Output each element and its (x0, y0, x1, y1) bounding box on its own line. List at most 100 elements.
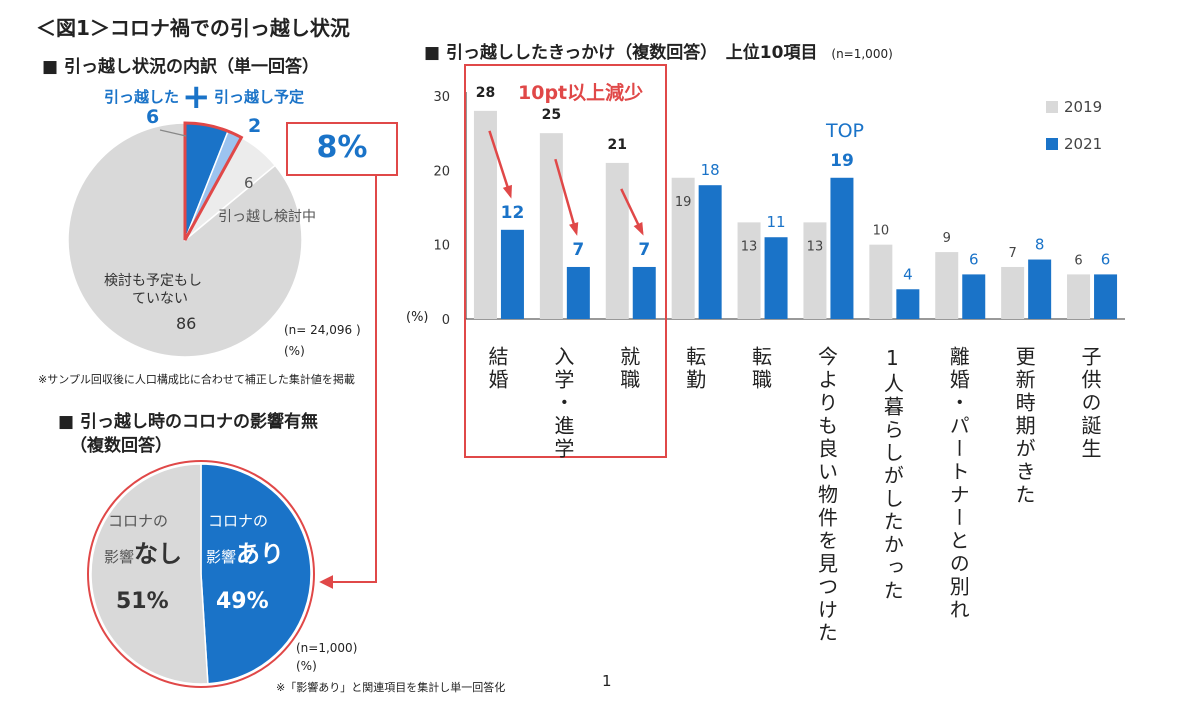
nashi-emphasis: なし (134, 540, 183, 568)
decline-box (464, 64, 667, 458)
bar-2019-8 (1001, 266, 1025, 319)
left-top-heading: ■ 引っ越し状況の内訳（単一回答） (42, 57, 319, 77)
category-label-8: 更新時期がきた (1012, 346, 1037, 507)
decline-note: 10pt以上減少 (518, 82, 644, 104)
value-label-2021-3: 18 (701, 161, 720, 179)
bar-2021-4 (764, 237, 788, 319)
bar-2021-6 (896, 289, 920, 319)
value-label-2021-1: 7 (572, 240, 584, 260)
decline-arrowhead-1 (569, 222, 579, 236)
value-label-2019-1: 25 (542, 107, 561, 123)
bar-2021-9 (1094, 274, 1118, 319)
bar-2021-8 (1028, 259, 1052, 319)
value-label-2019-8: 7 (1009, 246, 1017, 261)
top-label: TOP (826, 120, 865, 142)
value-label-2019-3: 19 (675, 195, 692, 210)
ari-percent: 49% (216, 589, 269, 614)
value-label-2021-2: 7 (638, 240, 650, 260)
category-label-7: 離婚・パートナーとの別れ (946, 346, 971, 622)
legend-label-2019: 2019 (1064, 98, 1103, 116)
none-value: 86 (176, 314, 197, 333)
y-axis-unit: (%) (406, 310, 429, 325)
bar-2019-6 (869, 244, 893, 319)
value-label-2021-5: 19 (830, 151, 854, 171)
value-label-2019-5: 13 (807, 239, 824, 254)
ari-eikyo-text: 影響 (206, 548, 237, 566)
bar-2019-9 (1067, 274, 1091, 319)
value-label-2019-9: 6 (1074, 253, 1082, 268)
bar-2019-7 (935, 252, 959, 319)
y-tick-label-10: 10 (433, 239, 450, 254)
none-label-line2: ていない (132, 291, 188, 307)
ari-label: コロナの 影響あり (206, 512, 284, 569)
value-label-2021-7: 6 (969, 250, 979, 268)
left-bottom-heading-line1: ■ 引っ越し時のコロナの影響有無 (58, 412, 318, 432)
category-label-4: 転職 (748, 346, 773, 392)
value-label-2019-7: 9 (943, 231, 951, 246)
y-tick-label-30: 30 (433, 90, 450, 105)
considering-value: 6 (244, 174, 254, 192)
y-tick-label-20: 20 (433, 164, 450, 179)
nashi-corona-text: コロナの (108, 512, 169, 530)
bar-2021-1 (566, 266, 590, 319)
bar-2019-5 (803, 222, 827, 319)
bar-2021-2 (632, 266, 656, 319)
legend-item-2019: 2019 (1046, 96, 1102, 118)
planned-label: 引っ越し予定 (214, 88, 305, 106)
moved-value: 6 (146, 106, 160, 128)
bar-2019-2 (605, 162, 629, 319)
page-number: 1 (602, 672, 612, 690)
none-label-line1: 検討も予定もし (104, 273, 202, 289)
legend-label-2021: 2021 (1064, 135, 1103, 153)
nashi-label: コロナの 影響なし (104, 512, 182, 569)
ari-emphasis: あり (236, 540, 285, 568)
legend: 2019 2021 (1046, 96, 1102, 155)
pie2-slice-impact-yes (200, 463, 312, 685)
decline-arrow-1 (554, 158, 578, 234)
pie1-highlight-outline (183, 121, 244, 241)
right-sample-note: (n=1,000) (831, 47, 893, 61)
value-label-2021-6: 4 (903, 265, 913, 283)
pie1-leader-line (159, 129, 187, 137)
value-label-2019-2: 21 (608, 137, 627, 153)
bar-2019-4 (737, 222, 761, 319)
bar-2019-0 (473, 110, 497, 319)
value-label-2021-8: 8 (1035, 236, 1045, 254)
left-bottom-heading-line2: （複数回答） (70, 436, 172, 456)
value-label-2021-0: 12 (501, 203, 525, 223)
category-label-5: 今よりも良い物件を見つけた (814, 346, 839, 645)
y-tick-label-0: 0 (442, 313, 450, 328)
left-top-sample-note: (n= 24,096 ) (284, 323, 361, 337)
legend-swatch-2021 (1046, 138, 1058, 150)
figure-title: ＜図1＞コロナ禍での引っ越し状況 (36, 16, 350, 40)
category-label-6: 1人暮らしがしたかった (880, 346, 905, 603)
left-bottom-unit: (%) (296, 659, 317, 673)
planned-value: 2 (248, 115, 262, 137)
decline-arrowhead-2 (633, 221, 644, 236)
decline-arrow-0 (488, 130, 512, 197)
category-label-3: 転勤 (682, 346, 707, 392)
highlight-box (286, 122, 398, 176)
legend-swatch-2019 (1046, 101, 1058, 113)
decline-arrowhead-0 (502, 184, 512, 199)
bar-2021-0 (500, 229, 524, 319)
bar-2021-3 (698, 185, 722, 319)
left-bottom-sample-note: (n=1,000) (296, 641, 358, 655)
plus-sign: + (182, 77, 211, 117)
category-label-0: 結婚 (484, 346, 509, 392)
legend-item-2021: 2021 (1046, 133, 1102, 155)
corona-impact-pie (87, 460, 315, 688)
category-label-9: 子供の誕生 (1078, 346, 1103, 461)
considering-label: 引っ越し検討中 (218, 209, 316, 225)
value-label-2019-6: 10 (873, 224, 890, 239)
bar-2021-5 (830, 177, 854, 319)
nashi-percent: 51% (116, 589, 169, 614)
moving-trigger-bar-chart: 0 10 20 30 28 12 25 7 21 7 19 18 13 11 13 19 10 4 9 6 7 8 6 6 (433, 85, 1125, 328)
bar-2019-1 (539, 133, 563, 319)
nashi-eikyo-text: 影響 (104, 548, 135, 566)
left-bottom-footnote: ※「影響あり」と関連項目を集計し単一回答化 (276, 681, 506, 694)
category-label-2: 就職 (616, 346, 641, 392)
bar-2019-3 (671, 177, 695, 319)
pie2-slice-impact-no (90, 463, 209, 685)
value-label-2021-4: 11 (767, 213, 786, 231)
